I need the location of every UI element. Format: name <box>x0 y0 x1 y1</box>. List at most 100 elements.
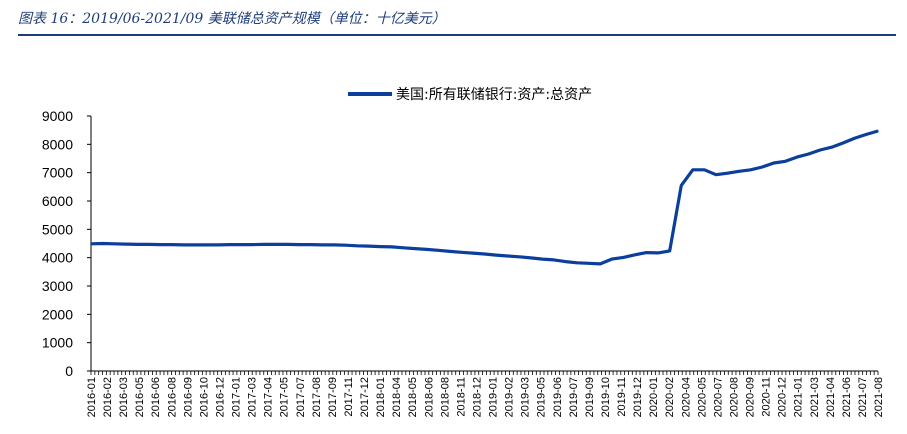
data-point <box>437 249 440 252</box>
y-tick-label: 2000 <box>42 306 73 322</box>
data-point <box>136 243 139 246</box>
x-tick-label: 2019-11 <box>616 377 628 417</box>
data-point <box>205 244 208 246</box>
x-tick-label: 2017-09 <box>327 377 339 417</box>
x-tick-label: 2021-08 <box>873 377 885 417</box>
x-tick-label: 2020-07 <box>712 377 724 417</box>
y-tick-label: 3000 <box>42 278 73 294</box>
x-tick-label: 2018-05 <box>407 377 419 417</box>
data-point <box>124 243 127 245</box>
data-point <box>472 252 474 254</box>
x-tick-label: 2017-12 <box>359 377 371 417</box>
x-tick-label: 2016-05 <box>134 377 146 417</box>
x-tick-label: 2020-08 <box>728 377 740 417</box>
x-tick-label: 2016-10 <box>198 377 210 417</box>
x-tick-label: 2020-02 <box>664 377 676 417</box>
x-tick-label: 2018-01 <box>375 377 387 417</box>
data-point <box>217 244 220 246</box>
data-point <box>391 246 393 248</box>
x-tick-label: 2019-01 <box>488 377 500 417</box>
data-point <box>726 172 729 175</box>
data-point <box>333 244 335 246</box>
y-tick-label: 0 <box>65 363 73 379</box>
data-point <box>460 251 463 254</box>
x-tick-label: 2018-11 <box>455 377 467 417</box>
data-point <box>865 133 868 136</box>
data-point <box>807 153 810 155</box>
x-tick-label: 2016-01 <box>86 377 98 417</box>
x-tick-label: 2018-08 <box>439 377 451 417</box>
x-tick-label: 2017-04 <box>263 377 275 417</box>
data-point <box>101 242 104 245</box>
data-point <box>877 130 879 132</box>
x-tick-label: 2017-11 <box>343 377 355 417</box>
x-tick-label: 2019-09 <box>584 377 596 417</box>
data-point <box>634 254 636 256</box>
data-point <box>761 166 764 168</box>
y-tick-label: 5000 <box>42 221 73 237</box>
y-tick-label: 8000 <box>42 136 73 152</box>
data-point <box>599 263 602 265</box>
x-tick-label: 2021-06 <box>841 377 853 417</box>
x-tick-label: 2021-07 <box>857 377 869 417</box>
series-line <box>90 129 879 266</box>
series-layer <box>90 129 879 266</box>
data-point <box>529 257 532 259</box>
x-tick-label: 2017-07 <box>295 377 307 417</box>
x-tick-label: 2017-05 <box>279 377 291 417</box>
figure-caption: 图表 16：2019/06-2021/09 美联储总资产规模（单位：十亿美元） <box>18 11 446 27</box>
x-tick-label: 2020-09 <box>745 377 757 417</box>
data-point <box>657 252 659 254</box>
y-tick-label: 1000 <box>42 335 73 351</box>
data-point <box>113 242 115 245</box>
x-tick-label: 2019-02 <box>504 377 516 417</box>
data-point <box>518 256 521 258</box>
data-point <box>842 142 845 144</box>
data-point <box>796 156 798 158</box>
data-point <box>703 169 706 171</box>
x-tick-label: 2018-12 <box>471 377 483 417</box>
data-point <box>310 243 312 246</box>
data-point <box>425 248 428 251</box>
x-tick-label: 2019-12 <box>632 377 644 417</box>
data-point <box>738 170 740 173</box>
data-point <box>252 243 254 246</box>
data-point <box>356 244 358 247</box>
data-point <box>576 261 578 264</box>
legend-label: 美国:所有联储银行:资产:总资产 <box>396 87 592 103</box>
x-tick-label: 2019-03 <box>520 377 532 417</box>
data-point <box>321 244 324 246</box>
x-tick-label: 2016-09 <box>182 377 194 417</box>
data-point <box>263 243 266 246</box>
x-tick-label: 2019-10 <box>600 377 612 417</box>
data-point <box>854 137 856 139</box>
y-tick-label: 4000 <box>42 250 73 266</box>
data-point <box>692 169 694 171</box>
x-tick-label: 2017-03 <box>247 377 259 417</box>
x-tick-label: 2016-02 <box>102 377 114 417</box>
data-point <box>344 244 347 246</box>
y-axis: 0 1000 2000 3000 4000 5000 6000 7000 8000 9000 <box>42 108 92 379</box>
data-point <box>448 250 451 253</box>
data-point <box>819 149 821 151</box>
x-tick-label: 2021-03 <box>809 377 821 417</box>
data-point <box>784 160 787 163</box>
data-point <box>680 184 683 187</box>
x-tick-label: 2020-05 <box>696 377 708 417</box>
x-tick-label: 2019-07 <box>568 377 580 417</box>
data-point <box>830 146 833 148</box>
data-point <box>148 243 150 246</box>
data-point <box>541 258 544 260</box>
x-tick-label: 2021-01 <box>793 377 805 417</box>
data-point <box>171 243 173 246</box>
data-point <box>668 250 671 252</box>
data-point <box>194 244 196 246</box>
x-tick-label: 2019-05 <box>536 377 548 417</box>
data-point <box>773 162 775 164</box>
x-tick-label: 2018-04 <box>391 377 403 417</box>
y-tick-label: 9000 <box>42 108 73 124</box>
data-point <box>286 243 289 246</box>
data-point <box>645 251 648 254</box>
chart-legend: 美国:所有联储银行:资产:总资产 <box>348 87 592 103</box>
data-point <box>379 245 382 248</box>
